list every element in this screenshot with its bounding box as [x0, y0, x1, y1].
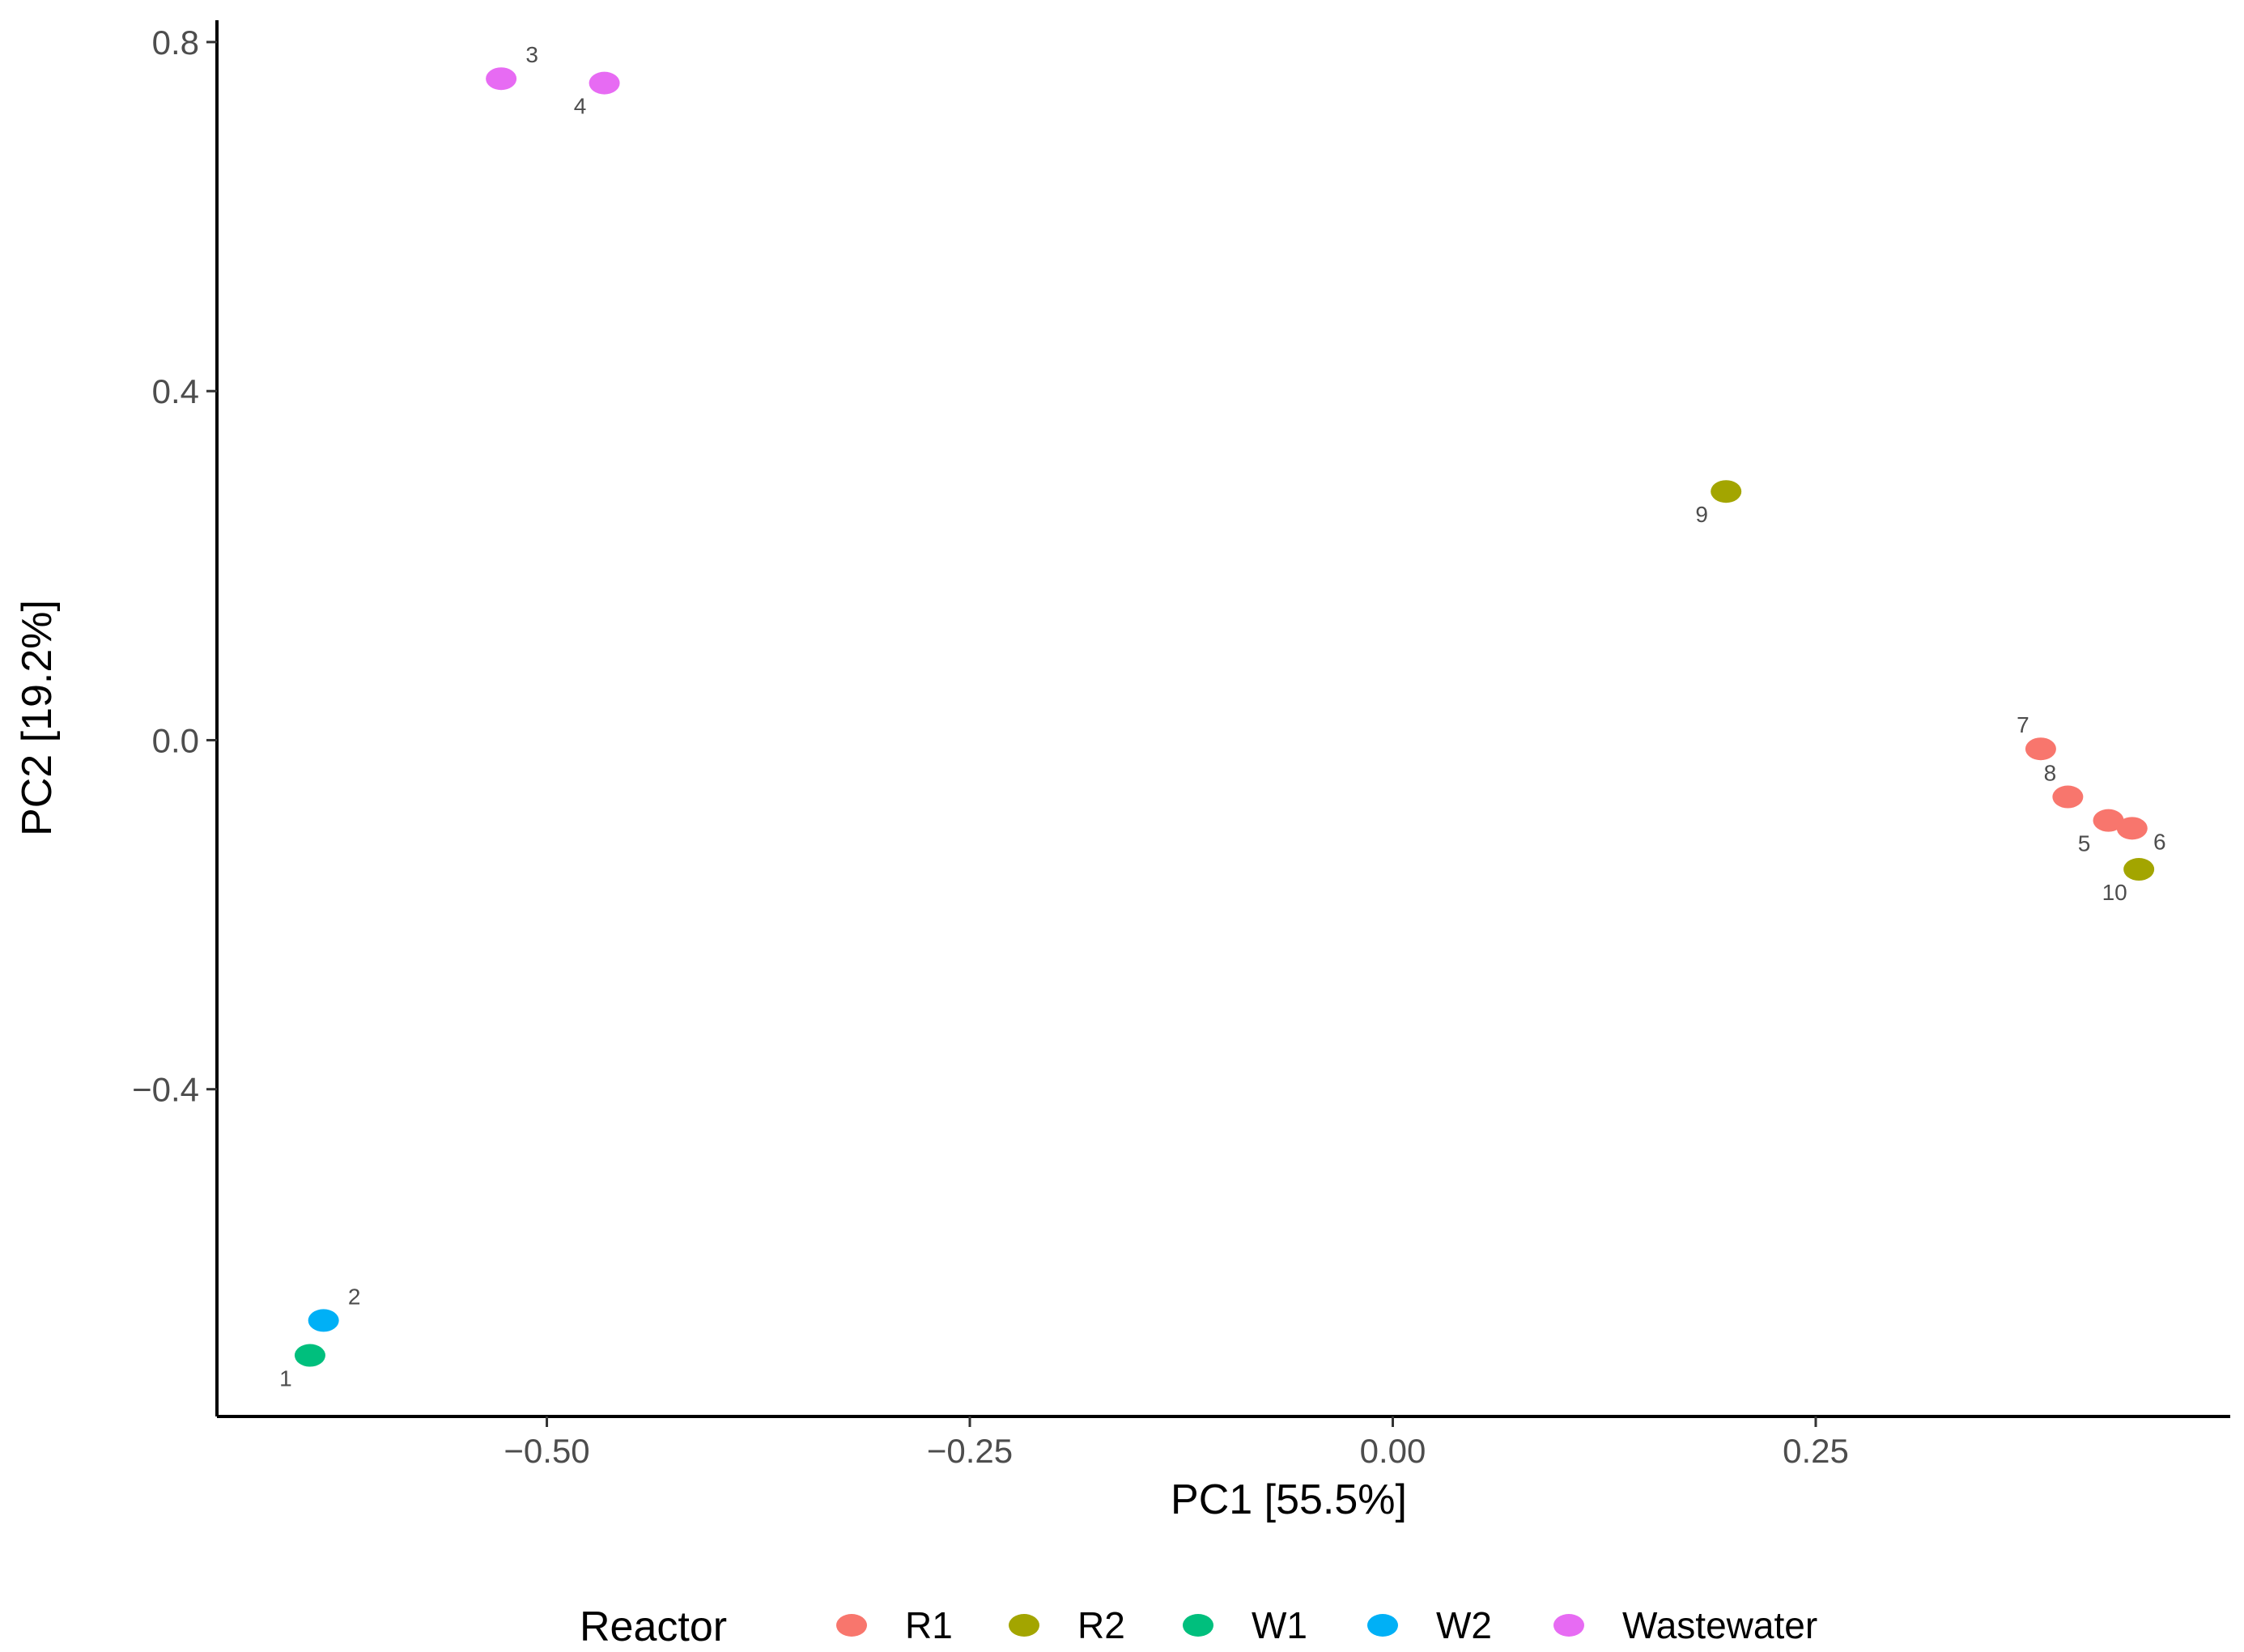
x-tick-label: −0.25 [927, 1432, 1013, 1470]
point-labels: 1 2 3 4 5 6 78 9 10 [279, 42, 2165, 1391]
legend-label-r2: R2 [1077, 1604, 1125, 1646]
data-point-6 [2116, 817, 2148, 840]
legend-label-r1: R1 [905, 1604, 953, 1646]
legend-key-w1 [1183, 1614, 1213, 1637]
x-tick-label: 0.00 [1360, 1432, 1426, 1470]
data-point-1 [294, 1344, 325, 1367]
point-label-5: 5 [2078, 831, 2091, 856]
legend-key-r1 [836, 1614, 867, 1637]
data-point-5 [2093, 809, 2124, 832]
legend-key-w2 [1367, 1614, 1398, 1637]
legend-key-r2 [1009, 1614, 1039, 1637]
legend-label-wastewater: Wastewater [1622, 1604, 1817, 1646]
x-tick-label: −0.50 [504, 1432, 589, 1470]
legend-title: Reactor [580, 1603, 727, 1650]
data-point-3 [486, 67, 517, 91]
legend-label-w2: W2 [1436, 1604, 1492, 1646]
data-point-2 [308, 1309, 339, 1332]
point-label-7: 7 [2017, 712, 2029, 737]
data-point-9 [1711, 480, 1742, 503]
x-axis-title: PC1 [55.5%] [1171, 1476, 1407, 1523]
point-label-10: 10 [2102, 880, 2127, 905]
point-label-6: 6 [2153, 829, 2166, 854]
point-label-9: 9 [1695, 502, 1708, 527]
data-points [294, 67, 2155, 1367]
y-tick-label: 0.4 [152, 372, 199, 410]
data-point-4 [589, 71, 620, 95]
legend-key-wastewater [1553, 1614, 1584, 1637]
point-label-3: 3 [525, 42, 538, 67]
point-label-8: 8 [2044, 761, 2057, 786]
point-label-4: 4 [574, 94, 587, 119]
data-point-7 [2025, 737, 2056, 761]
y-axis-title: PC2 [19.2%] [14, 600, 61, 836]
y-tick-label: 0.0 [152, 721, 199, 759]
data-point-8 [2052, 785, 2084, 809]
point-label-1: 1 [279, 1366, 292, 1391]
x-tick-label: 0.25 [1783, 1432, 1849, 1470]
y-tick-label: 0.8 [152, 23, 199, 62]
y-tick-label: −0.4 [132, 1071, 199, 1109]
legend-label-w1: W1 [1252, 1604, 1307, 1646]
legend: Reactor R1 R2 W1 W2 Wastewater [580, 1603, 1817, 1650]
axes: −0.50 −0.25 0.00 0.25 0.8 0.4 0.0 −0.4 [132, 20, 2230, 1470]
data-point-10 [2123, 858, 2155, 881]
point-label-2: 2 [348, 1284, 361, 1309]
